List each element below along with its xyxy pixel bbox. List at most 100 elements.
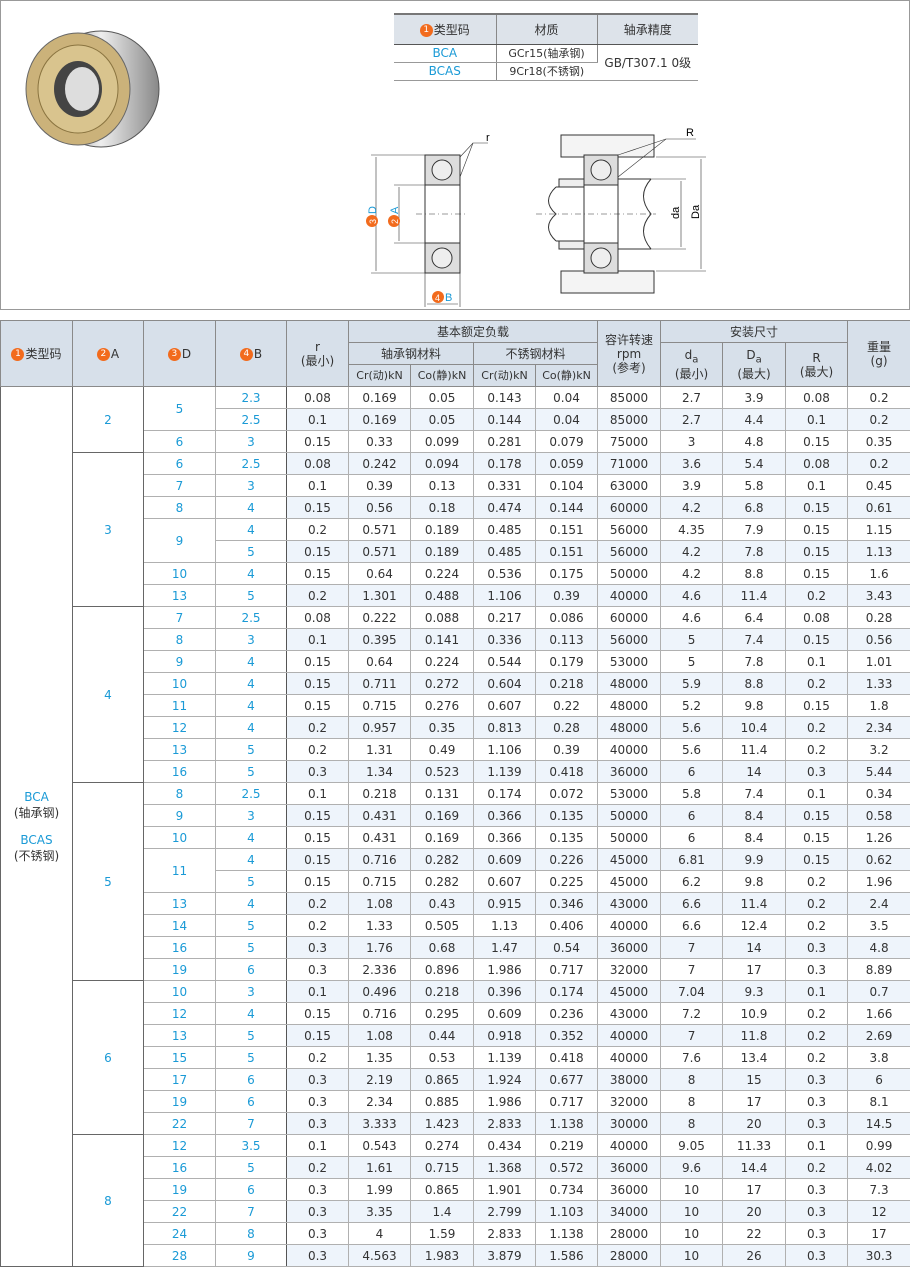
header-label: A: [110, 346, 120, 361]
header-stainless: 不锈钢材料: [472, 342, 599, 365]
cell-stainless-co: 0.572: [534, 1156, 599, 1179]
cell-D: 19: [143, 958, 216, 981]
cell-stainless-co: 0.418: [534, 760, 599, 783]
cell-Da: 3.9: [722, 386, 787, 409]
cell-B: 3: [215, 628, 287, 651]
cell-rpm: 40000: [597, 738, 662, 761]
header-stainless-cr: Cr(动)kN: [473, 364, 536, 387]
cell-stainless-co: 0.151: [534, 518, 599, 541]
cell-steel-cr: 1.34: [348, 760, 411, 783]
cell-weight: 0.2: [847, 408, 910, 431]
cell-da: 6.6: [660, 892, 724, 915]
cell-B: 5: [215, 1024, 287, 1047]
cell-stainless-cr: 0.474: [473, 496, 536, 519]
cell-stainless-cr: 3.879: [473, 1244, 536, 1267]
cell-D: 17: [143, 1068, 216, 1091]
cell-stainless-cr: 0.366: [473, 804, 536, 827]
cell-rpm: 28000: [597, 1244, 662, 1267]
cell-stainless-co: 0.406: [534, 914, 599, 937]
cell-steel-co: 0.13: [410, 474, 474, 497]
cell-D: 10: [143, 980, 216, 1003]
cell-B: 2.5: [215, 606, 287, 629]
cell-da: 7: [660, 958, 724, 981]
cell-weight: 2.34: [847, 716, 910, 739]
cell-steel-cr: 0.218: [348, 782, 411, 805]
table-row: 12 4 0.2 0.957 0.35 0.813 0.28 48000 5.6 10.4 0.2 2…: [1, 716, 910, 739]
cell-r: 0.2: [286, 914, 349, 937]
header-unit: rpm: [616, 346, 642, 361]
cell-D: 12: [143, 1002, 216, 1025]
cell-stainless-cr: 0.144: [473, 408, 536, 431]
cell-da: 3.6: [660, 452, 724, 475]
cell-weight: 3.2: [847, 738, 910, 761]
cell-da: 5: [660, 628, 724, 651]
cell-stainless-co: 0.04: [534, 408, 599, 431]
header-label: 重量: [867, 339, 892, 354]
cell-stainless-cr: 0.607: [473, 694, 536, 717]
cell-D: 15: [143, 1046, 216, 1069]
cell-da: 6.81: [660, 848, 724, 871]
label-Da: Da: [690, 204, 702, 219]
header-label: 类型码: [433, 22, 470, 37]
table-row: 24 8 0.3 4 1.59 2.833 1.138 28000 10 22 0.3 17: [1, 1222, 910, 1245]
cell-D: 11: [143, 694, 216, 717]
table-row: 22 7 0.3 3.333 1.423 2.833 1.138 30000 8 20 0.3 14.…: [1, 1112, 910, 1135]
cell-R: 0.15: [785, 518, 849, 541]
cell-R: 0.2: [785, 738, 849, 761]
cell-weight: 4.8: [847, 936, 910, 959]
cell-stainless-co: 0.225: [534, 870, 599, 893]
cell-weight: 0.28: [847, 606, 910, 629]
table-row: 13 5 0.2 1.31 0.49 1.106 0.39 40000 5.6 11.4 0.2 3.…: [1, 738, 910, 761]
cell-steel-cr: 4: [348, 1222, 411, 1245]
cell-rpm: 32000: [597, 958, 662, 981]
cell-steel-cr: 1.76: [348, 936, 411, 959]
cell-r: 0.15: [286, 804, 349, 827]
type-code-cell: BCA (轴承钢) BCAS (不锈钢): [0, 386, 73, 1267]
cell-r: 0.2: [286, 738, 349, 761]
cell-steel-co: 0.224: [410, 650, 474, 673]
cell-stainless-co: 0.734: [534, 1178, 599, 1201]
cell-weight: 0.99: [847, 1134, 910, 1157]
cell-Da: 14.4: [722, 1156, 787, 1179]
cell-D: 8: [143, 782, 216, 805]
cell-rpm: 36000: [597, 1178, 662, 1201]
header-speed: 容许转速 rpm (参考): [597, 320, 662, 387]
cell-steel-co: 1.4: [410, 1200, 474, 1223]
cell-R: 0.2: [785, 870, 849, 893]
cell-Da: 11.4: [722, 738, 787, 761]
cell-stainless-cr: 1.368: [473, 1156, 536, 1179]
cell-rpm: 32000: [597, 1090, 662, 1113]
cell-B: 5: [215, 1156, 287, 1179]
cell-stainless-cr: 1.986: [473, 1090, 536, 1113]
cell-r: 0.15: [286, 694, 349, 717]
cell-stainless-cr: 1.47: [473, 936, 536, 959]
badge-1: 1: [419, 23, 433, 37]
cell-r: 0.15: [286, 496, 349, 519]
cell-weight: 4.02: [847, 1156, 910, 1179]
badge-3: 3: [368, 219, 378, 224]
cell-r: 0.3: [286, 1090, 349, 1113]
cell-steel-cr: 1.301: [348, 584, 411, 607]
header-subscript: a: [755, 354, 762, 366]
cell-B: 7: [215, 1112, 287, 1135]
table-row: 16 5 0.3 1.34 0.523 1.139 0.418 36000 6 14 0.3 5.44: [1, 760, 910, 783]
cell-R: 0.2: [785, 1046, 849, 1069]
cell-B: 5: [215, 914, 287, 937]
table-row: 11 4 0.15 0.715 0.276 0.607 0.22 48000 5.2 9.8 0.1…: [1, 694, 910, 717]
cell-R: 0.1: [785, 474, 849, 497]
cell-stainless-cr: 0.544: [473, 650, 536, 673]
cell-R: 0.15: [785, 826, 849, 849]
cell-stainless-cr: 1.13: [473, 914, 536, 937]
cell-R: 0.2: [785, 892, 849, 915]
cell-rpm: 60000: [597, 496, 662, 519]
cell-steel-co: 0.282: [410, 848, 474, 871]
cell-stainless-co: 0.717: [534, 958, 599, 981]
cell-Da: 8.8: [722, 562, 787, 585]
cell-r: 0.15: [286, 650, 349, 673]
cell-r: 0.08: [286, 606, 349, 629]
cell-da: 5: [660, 650, 724, 673]
cell-B: 3: [215, 980, 287, 1003]
cell-D: 5: [143, 386, 216, 431]
cell-B: 2.5: [215, 408, 287, 431]
cell-weight: 0.7: [847, 980, 910, 1003]
